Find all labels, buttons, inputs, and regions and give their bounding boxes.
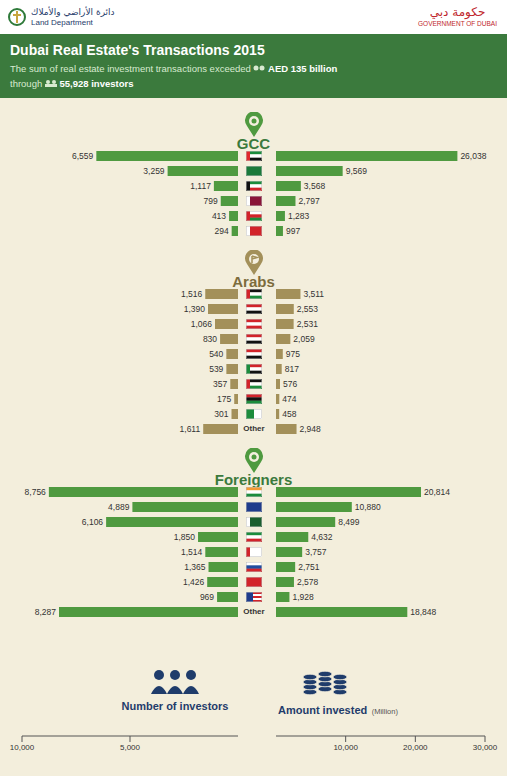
svg-text:301: 301 xyxy=(214,409,228,419)
svg-text:817: 817 xyxy=(285,364,299,374)
svg-text:969: 969 xyxy=(200,592,214,602)
html-text:GOVERNMENT OF DUBAI: GOVERNMENT OF DUBAI xyxy=(418,20,497,27)
html-text:Other: Other xyxy=(243,607,265,616)
html-text:through: through xyxy=(10,78,43,89)
svg-text:3,757: 3,757 xyxy=(305,547,327,557)
svg-text:6,106: 6,106 xyxy=(82,517,104,527)
html-text:Foreigners: Foreigners xyxy=(214,471,293,488)
svg-text:357: 357 xyxy=(213,379,227,389)
svg-text:2,553: 2,553 xyxy=(297,304,319,314)
svg-text:1,516: 1,516 xyxy=(181,289,203,299)
svg-text:3,568: 3,568 xyxy=(304,181,326,191)
svg-text:2,948: 2,948 xyxy=(300,424,322,434)
svg-text:26,038: 26,038 xyxy=(460,151,486,161)
svg-text:474: 474 xyxy=(282,394,296,404)
svg-text:8,287: 8,287 xyxy=(35,607,57,617)
svg-text:20,814: 20,814 xyxy=(424,487,450,497)
svg-text:997: 997 xyxy=(286,226,300,236)
svg-text:294: 294 xyxy=(214,226,228,236)
svg-text:3,259: 3,259 xyxy=(143,166,165,176)
svg-text:2,751: 2,751 xyxy=(298,562,320,572)
html-text:Arabs: Arabs xyxy=(232,273,275,290)
svg-text:1,850: 1,850 xyxy=(174,532,196,542)
html-text:Land Department: Land Department xyxy=(31,17,93,27)
html-text:AED 135 billion: AED 135 billion xyxy=(268,63,338,74)
svg-text:18,848: 18,848 xyxy=(410,607,436,617)
svg-text:1,426: 1,426 xyxy=(183,577,205,587)
html-text:Dubai Real Estate's Transactio: Dubai Real Estate's Transactions 2015 xyxy=(10,42,265,58)
svg-text:576: 576 xyxy=(283,379,297,389)
svg-text:1,611: 1,611 xyxy=(180,424,201,434)
svg-text:1,283: 1,283 xyxy=(288,211,310,221)
html-text:Other: Other xyxy=(243,424,265,433)
svg-text:5,000: 5,000 xyxy=(120,743,141,752)
svg-text:799: 799 xyxy=(204,196,218,206)
svg-text:1,365: 1,365 xyxy=(184,562,206,572)
html-text:GCC: GCC xyxy=(236,135,271,152)
svg-text:6,559: 6,559 xyxy=(72,151,94,161)
svg-text:4,889: 4,889 xyxy=(108,502,130,512)
svg-text:4,632: 4,632 xyxy=(311,532,333,542)
svg-text:2,578: 2,578 xyxy=(297,577,319,587)
svg-text:10,000: 10,000 xyxy=(10,743,35,752)
svg-text:1,390: 1,390 xyxy=(184,304,206,314)
svg-text:413: 413 xyxy=(212,211,226,221)
svg-text:2,059: 2,059 xyxy=(293,334,315,344)
svg-text:9,569: 9,569 xyxy=(346,166,368,176)
svg-text:8,499: 8,499 xyxy=(338,517,360,527)
html-text:Number of investors: Number of investors xyxy=(121,700,229,712)
svg-text:1,117: 1,117 xyxy=(190,181,211,191)
svg-text:2,797: 2,797 xyxy=(298,196,320,206)
svg-text:8,756: 8,756 xyxy=(25,487,47,497)
svg-text:3,511: 3,511 xyxy=(303,289,324,299)
svg-text:540: 540 xyxy=(209,349,223,359)
html-text:55,928 investors: 55,928 investors xyxy=(59,78,134,89)
svg-text:10,880: 10,880 xyxy=(355,502,381,512)
svg-text:2,531: 2,531 xyxy=(297,319,319,329)
svg-text:458: 458 xyxy=(282,409,296,419)
svg-text:10,000: 10,000 xyxy=(333,743,358,752)
svg-text:1,066: 1,066 xyxy=(191,319,213,329)
svg-text:20,000: 20,000 xyxy=(403,743,428,752)
html-text:حكومة دبي: حكومة دبي xyxy=(429,5,486,19)
svg-text:539: 539 xyxy=(209,364,223,374)
svg-text:975: 975 xyxy=(286,349,300,359)
html-text:The sum of real estate investm: The sum of real estate investment transa… xyxy=(10,63,251,74)
svg-text:1,928: 1,928 xyxy=(292,592,314,602)
svg-text:830: 830 xyxy=(203,334,217,344)
html-text:دائرة الأراضي والأملاك: دائرة الأراضي والأملاك xyxy=(31,6,115,17)
svg-text:175: 175 xyxy=(217,394,231,404)
svg-text:30,000: 30,000 xyxy=(473,743,498,752)
html-text:Amount invested (Million): Amount invested (Million) xyxy=(278,704,398,716)
svg-text:1,514: 1,514 xyxy=(181,547,203,557)
